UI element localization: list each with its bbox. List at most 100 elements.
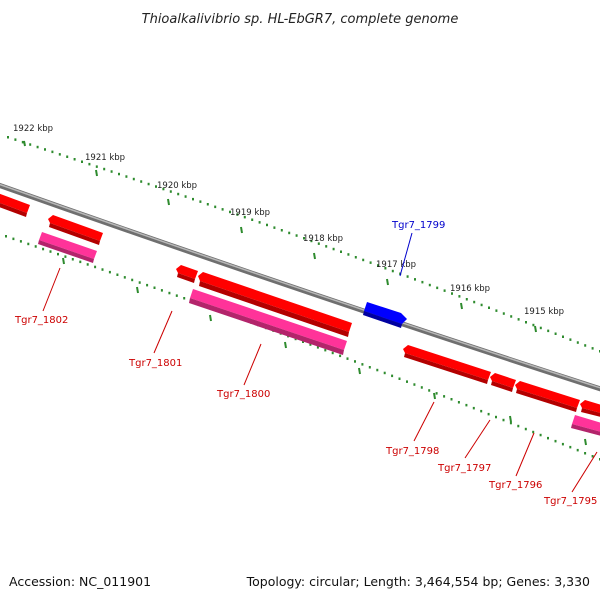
tick-dot [414, 278, 416, 281]
kbp-label-1921: 1921 kbp [85, 153, 125, 163]
tick-dot [332, 247, 335, 251]
map-title: Thioalkalivibrio sp. HL-EbGR7, complete … [142, 12, 459, 27]
gene-label-1795[interactable]: Tgr7_1795 [543, 496, 597, 507]
tick-dot [273, 226, 276, 229]
tick-dot [146, 283, 149, 287]
tick-dot [591, 347, 594, 350]
kbp-label-1918: 1918 kbp [303, 234, 343, 244]
tick-dot [131, 278, 134, 282]
tick-dot [406, 380, 408, 383]
tick-dot [118, 172, 120, 176]
tick-dot [108, 270, 111, 274]
gene-feature-1802b[interactable] [38, 232, 97, 263]
tick-dot [325, 245, 328, 248]
tick-dot [480, 409, 483, 413]
tick-dot [58, 153, 61, 156]
tick-dot [569, 445, 572, 449]
tick-dot [101, 268, 104, 271]
tick-dot [12, 237, 15, 241]
tick-dot [71, 258, 74, 261]
kbp-label-1916: 1916 kbp [450, 284, 490, 294]
gene-feature-left-edge[interactable] [0, 192, 30, 217]
tick-inner-7 [509, 415, 512, 423]
gene-feature-1798[interactable] [403, 345, 491, 384]
gene-feature-1800a[interactable] [198, 272, 352, 337]
kbp-label-1917: 1917 kbp [376, 260, 416, 270]
gene-label-1796[interactable]: Tgr7_1796 [488, 480, 542, 491]
tick-dot [19, 240, 22, 243]
tick-dot [576, 341, 579, 344]
tick-dot [354, 256, 357, 259]
tick-dot [524, 427, 527, 431]
tick-dot [488, 306, 490, 309]
tick-dot [132, 177, 135, 181]
kbp-label-1915: 1915 kbp [524, 307, 564, 317]
gene-label-1799[interactable]: Tgr7_1799 [391, 220, 445, 231]
gene-feature-1795a[interactable] [580, 400, 600, 418]
tick-dot [539, 433, 542, 437]
tick-dot [413, 383, 416, 386]
tick-inner-5 [358, 367, 361, 375]
tick-dot [554, 332, 557, 335]
gene-feature-1797[interactable] [490, 373, 516, 392]
connector-1799 [399, 232, 413, 277]
connector-1796 [515, 432, 535, 477]
tick-dot [310, 239, 313, 243]
tick-dot [42, 247, 45, 251]
gene-feature-1802a[interactable] [48, 215, 103, 245]
tick-dot [561, 442, 564, 446]
gene-feature-1795b[interactable] [571, 415, 600, 437]
gene-label-1797[interactable]: Tgr7_1797 [437, 463, 491, 474]
tick-inner-2 [136, 286, 139, 294]
gene-label-1798[interactable]: Tgr7_1798 [385, 446, 439, 457]
tick-dot [309, 343, 312, 346]
gene-feature-1796[interactable] [515, 381, 580, 412]
gene-label-1802[interactable]: Tgr7_1802 [14, 315, 68, 326]
tick-dot [502, 418, 505, 422]
tick-major-1915 [534, 325, 537, 333]
tick-dot [354, 360, 356, 363]
gene-label-1801[interactable]: Tgr7_1801 [128, 358, 182, 369]
tick-dot [214, 205, 217, 209]
tick-major-1918 [313, 252, 316, 260]
tick-dot [532, 430, 535, 434]
tick-dot [44, 148, 46, 151]
tick-major-1919 [240, 226, 243, 234]
tick-dot [576, 448, 579, 452]
tick-dot [123, 276, 126, 279]
tick-dot [88, 162, 91, 166]
tick-dot [451, 292, 453, 295]
tick-dot [95, 165, 98, 168]
tick-dot [183, 297, 186, 300]
tick-dot [51, 150, 54, 154]
tick-dot [384, 267, 387, 270]
tick-dot [29, 143, 32, 146]
genome-backbone [0, 182, 600, 392]
outer-tick-row [7, 136, 600, 353]
gene-feature-1799[interactable] [363, 302, 407, 328]
tick-dot [450, 398, 453, 401]
tick-dot [554, 439, 557, 443]
tick-dot [428, 389, 431, 392]
tick-dot [591, 455, 594, 458]
tick-dot [21, 140, 24, 144]
tick-dot [509, 421, 512, 425]
tick-dot [376, 368, 379, 372]
tick-dot [457, 401, 460, 404]
tick-dot [502, 312, 505, 315]
tick-inner-3 [209, 314, 212, 322]
tick-dot [229, 210, 231, 214]
tick-dot [177, 192, 180, 196]
tick-dot [258, 221, 261, 224]
tick-dot [266, 223, 268, 227]
tick-dot [317, 242, 320, 245]
gene-feature-1800b[interactable] [189, 289, 347, 355]
gene-feature-1801[interactable] [176, 265, 198, 283]
tick-dot [331, 351, 334, 355]
tick-dot [473, 300, 476, 304]
tick-dot [398, 377, 401, 380]
tick-dot [391, 374, 394, 378]
tick-dot [547, 436, 549, 440]
gene-label-1800[interactable]: Tgr7_1800 [216, 389, 270, 400]
